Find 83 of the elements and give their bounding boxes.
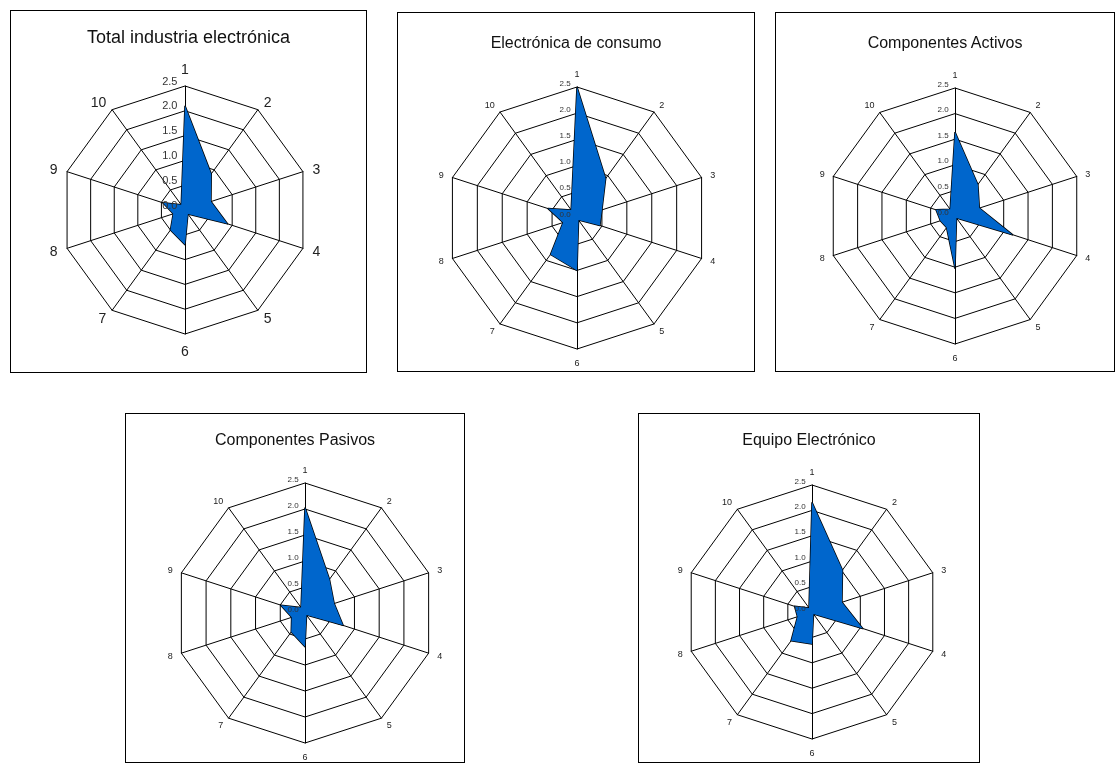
spoke-label: 6 xyxy=(574,357,580,368)
y-tick-label: 2.5 xyxy=(937,79,950,89)
y-tick-label: 1.5 xyxy=(559,130,572,140)
spoke-label: 2 xyxy=(891,496,897,507)
spoke-label: 4 xyxy=(710,256,716,267)
spoke-label: 1 xyxy=(302,464,308,475)
y-tick-label: 2.0 xyxy=(559,104,572,114)
y-tick-label: 1.5 xyxy=(937,130,950,140)
spoke-label: 10 xyxy=(213,495,224,506)
spoke-label: 8 xyxy=(438,256,444,267)
spoke-label: 8 xyxy=(167,650,173,661)
chart-title: Componentes Activos xyxy=(867,33,1023,51)
spoke-label: 9 xyxy=(677,564,683,575)
spoke-label: 9 xyxy=(167,565,173,576)
y-tick-label: 0.0 xyxy=(937,207,950,217)
spoke-label: 10 xyxy=(484,99,495,110)
spoke-label: 7 xyxy=(218,720,224,731)
spoke-label: 6 xyxy=(809,747,815,758)
spoke-label: 1 xyxy=(181,61,190,77)
spoke-label: 5 xyxy=(386,720,392,731)
spoke-label: 10 xyxy=(90,93,107,110)
spoke-label: 4 xyxy=(1085,253,1091,264)
spoke-label: 10 xyxy=(722,496,733,507)
y-tick-label: 2.0 xyxy=(162,99,178,112)
spoke-label: 9 xyxy=(438,169,444,180)
spoke-label: 1 xyxy=(809,466,815,477)
spoke-label: 2 xyxy=(263,93,272,110)
chart-title: Componentes Pasivos xyxy=(214,430,376,448)
y-tick-label: 1.0 xyxy=(937,156,950,166)
y-tick-label: 0.5 xyxy=(794,578,807,588)
spoke-label: 2 xyxy=(386,495,392,506)
chart-title: Electrónica de consumo xyxy=(490,33,662,51)
spoke-label: 8 xyxy=(819,253,825,264)
spoke-label: 5 xyxy=(891,717,897,728)
spoke-label: 2 xyxy=(1035,100,1041,111)
y-tick-label: 1.0 xyxy=(287,552,300,562)
y-tick-label: 0.5 xyxy=(937,181,950,191)
y-tick-label: 2.5 xyxy=(559,78,572,88)
spoke-label: 3 xyxy=(941,564,947,575)
y-tick-label: 2.0 xyxy=(794,501,807,511)
spoke-label: 10 xyxy=(864,100,875,111)
spoke-label: 1 xyxy=(952,69,958,80)
y-tick-label: 0.0 xyxy=(559,209,572,219)
spoke-label: 7 xyxy=(98,310,107,327)
y-tick-label: 1.5 xyxy=(162,124,178,137)
y-tick-label: 1.0 xyxy=(162,148,178,161)
spoke-label: 9 xyxy=(819,168,825,179)
spoke-label: 7 xyxy=(869,321,875,332)
spoke-label: 3 xyxy=(1085,168,1091,179)
y-tick-label: 0.5 xyxy=(162,173,178,186)
y-tick-label: 1.5 xyxy=(287,526,300,536)
y-tick-label: 2.5 xyxy=(794,476,807,486)
y-tick-label: 1.0 xyxy=(794,552,807,562)
spoke-label: 5 xyxy=(1035,321,1041,332)
y-tick-label: 2.0 xyxy=(287,500,300,510)
spoke-label: 6 xyxy=(302,751,308,762)
chart-title: Equipo Electrónico xyxy=(742,430,876,448)
spoke-label: 8 xyxy=(677,649,683,660)
spoke-label: 7 xyxy=(489,326,495,337)
spoke-label: 5 xyxy=(659,326,665,337)
y-tick-label: 0.5 xyxy=(559,183,572,193)
spoke-label: 7 xyxy=(727,717,733,728)
y-tick-label: 1.0 xyxy=(559,157,572,167)
spoke-label: 1 xyxy=(574,68,580,79)
spoke-label: 2 xyxy=(659,99,665,110)
spoke-label: 5 xyxy=(263,310,272,327)
y-tick-label: 1.5 xyxy=(794,527,807,537)
chart-title: Total industria electrónica xyxy=(86,27,292,47)
spoke-label: 3 xyxy=(312,160,321,177)
spoke-label: 6 xyxy=(952,352,958,363)
spoke-label: 3 xyxy=(710,169,716,180)
y-tick-label: 2.0 xyxy=(937,105,950,115)
spoke-label: 3 xyxy=(437,565,443,576)
spoke-label: 4 xyxy=(941,649,947,660)
y-tick-label: 0.0 xyxy=(287,604,300,614)
y-tick-label: 0.5 xyxy=(287,578,300,588)
spoke-label: 8 xyxy=(49,243,58,260)
spoke-label: 6 xyxy=(181,343,190,359)
spoke-label: 4 xyxy=(437,650,443,661)
y-tick-label: 2.5 xyxy=(287,474,300,484)
y-tick-label: 2.5 xyxy=(162,74,178,87)
spoke-label: 9 xyxy=(49,160,58,177)
spoke-label: 4 xyxy=(312,243,321,260)
